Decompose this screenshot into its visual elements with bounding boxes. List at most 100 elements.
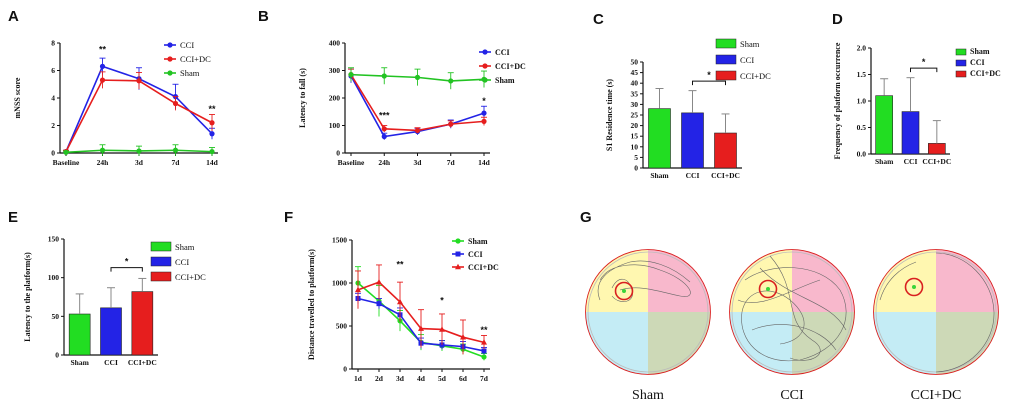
chart-f-significance: ** bbox=[480, 325, 488, 335]
chart-d-y-tick-label: 0.0 bbox=[857, 150, 867, 159]
chart-c-y-tick-label: 40 bbox=[631, 79, 639, 88]
chart-f-y-tick-label: 1500 bbox=[332, 236, 347, 245]
chart-b-series-sham-point bbox=[381, 73, 387, 79]
chart-c-y-tick-label: 15 bbox=[631, 132, 639, 141]
chart-b-legend-marker bbox=[482, 77, 488, 83]
maze-sham-platform bbox=[614, 281, 634, 301]
chart-c-y-tick-label: 5 bbox=[634, 153, 638, 162]
chart-a-series-sham-point bbox=[172, 147, 179, 153]
panel-label-a: A bbox=[8, 8, 19, 25]
chart-f-series-cci-dc-point bbox=[355, 286, 361, 293]
chart-f-legend-label: Sham bbox=[468, 237, 488, 246]
chart-b-significance: * bbox=[482, 96, 486, 106]
chart-d-bar-cci-dc bbox=[928, 143, 946, 155]
chart-a-y-axis-title: mNSS score bbox=[13, 77, 22, 118]
chart-a-significance: ** bbox=[208, 104, 216, 114]
chart-d-y-tick-label: 0.5 bbox=[857, 123, 867, 132]
chart-b-x-tick-label: Baseline bbox=[338, 158, 365, 167]
chart-d-significance: * bbox=[922, 57, 926, 67]
chart-d-legend-label: CCI+DC bbox=[970, 69, 1001, 78]
chart-c-legend-label: Sham bbox=[740, 39, 760, 49]
chart-d-y-axis-title: Frequency of platform occurrence bbox=[833, 42, 842, 159]
chart-c-significance: * bbox=[707, 70, 711, 80]
chart-f-series-sham-point bbox=[481, 354, 487, 360]
chart-b-series-cci-dc-point bbox=[414, 127, 421, 134]
maze-cci-platform bbox=[758, 279, 778, 299]
chart-f-y-tick-label: 1000 bbox=[332, 279, 347, 288]
chart-a-legend-label: Sham bbox=[180, 68, 200, 78]
chart-f-series-cci-dc-point bbox=[460, 333, 466, 340]
chart-f-x-tick-label: 1d bbox=[354, 374, 363, 383]
maze-sham-caption: Sham bbox=[632, 388, 664, 403]
chart-b-legend-marker bbox=[482, 63, 488, 69]
chart-f-distance: 0 500 1000 1500 Distance travelled to platfo… bbox=[307, 236, 499, 384]
chart-f-series-cci-dc-point bbox=[376, 278, 382, 285]
chart-b-legend-marker bbox=[482, 49, 488, 55]
chart-e-y-tick-label: 50 bbox=[52, 312, 60, 321]
chart-d-legend-swatch bbox=[955, 48, 967, 56]
chart-b-legend-label: CCI+DC bbox=[495, 62, 526, 71]
chart-b-series-cci-dc-point bbox=[381, 126, 387, 132]
chart-d-legend-swatch bbox=[955, 59, 967, 67]
panel-label-c: C bbox=[593, 11, 604, 28]
chart-e-bar-cci bbox=[100, 307, 122, 356]
chart-c-legend-label: CCI bbox=[740, 55, 754, 65]
chart-b-x-tick-label: 14d bbox=[478, 158, 491, 167]
chart-c-x-tick-label: CCI+DC bbox=[711, 171, 740, 180]
chart-b-series-sham-point bbox=[348, 72, 354, 78]
chart-a-series-cci-dc-point bbox=[172, 100, 179, 107]
chart-f-y-tick-label: 0 bbox=[343, 365, 347, 374]
chart-a-x-tick-label: 14d bbox=[206, 158, 219, 167]
chart-a-series-cci-dc-point bbox=[99, 77, 106, 83]
chart-f-y-axis-title: Distance travelled to platform(s) bbox=[307, 249, 316, 360]
chart-a-y-tick-label: 2 bbox=[51, 121, 55, 130]
chart-e-legend-label: Sham bbox=[175, 242, 195, 252]
chart-f-legend-marker bbox=[455, 263, 461, 270]
chart-e-significance-bracket bbox=[110, 267, 143, 272]
chart-e-y-tick-label: 100 bbox=[48, 273, 60, 282]
chart-f-legend-marker bbox=[455, 251, 461, 257]
chart-a-series-cci-dc-point bbox=[136, 78, 142, 84]
maze-sham: Sham bbox=[585, 249, 711, 403]
chart-c-legend-swatch bbox=[715, 54, 737, 65]
chart-c-y-axis-title: S1 Residence time (s) bbox=[605, 79, 614, 152]
chart-a-series-sham-point bbox=[63, 149, 69, 155]
chart-a-legend-marker bbox=[167, 70, 173, 76]
chart-f-x-tick-label: 3d bbox=[396, 374, 405, 383]
chart-e-y-tick-label: 0 bbox=[55, 351, 59, 360]
chart-e-legend-label: CCI bbox=[175, 257, 189, 267]
chart-a-legend-label: CCI bbox=[180, 40, 194, 50]
chart-f-x-tick-label: 4d bbox=[417, 374, 426, 383]
chart-f-legend-marker bbox=[455, 238, 461, 244]
chart-b-latency-fall: 0 100 200 300 400 Latency to fall (s) Baseline… bbox=[298, 39, 526, 168]
chart-b-y-axis-title: Latency to fall (s) bbox=[298, 68, 307, 128]
chart-b-x-tick-label: 3d bbox=[414, 158, 423, 167]
chart-e-significance: * bbox=[125, 257, 129, 267]
chart-c-y-tick-label: 45 bbox=[631, 68, 639, 77]
chart-f-legend-label: CCI bbox=[468, 250, 483, 259]
chart-b-y-tick-label: 300 bbox=[329, 66, 341, 75]
chart-a-mnss: 0 2 4 6 8 mNSS score Baseline 24h 3d 7d 14d CCI CCI+… bbox=[13, 39, 219, 168]
chart-c-y-tick-label: 50 bbox=[631, 58, 639, 67]
chart-a-y-tick-label: 4 bbox=[51, 94, 55, 103]
chart-e-x-tick-label: CCI+DC bbox=[128, 358, 157, 367]
chart-c-significance-bracket bbox=[692, 80, 726, 86]
chart-f-series-cci-point bbox=[481, 348, 487, 354]
chart-b-series-cci-point bbox=[381, 133, 387, 140]
chart-b-y-tick-label: 200 bbox=[329, 94, 341, 103]
panel-label-e: E bbox=[8, 209, 18, 226]
chart-d-legend-label: CCI bbox=[970, 58, 985, 67]
maze-cci-dc: CCI+DC bbox=[873, 249, 999, 403]
chart-b-y-tick-label: 400 bbox=[329, 39, 341, 48]
chart-c-y-tick-label: 25 bbox=[631, 111, 639, 120]
chart-e-x-tick-label: Sham bbox=[70, 358, 89, 367]
chart-c-y-tick-label: 20 bbox=[631, 121, 639, 130]
panel-label-b: B bbox=[258, 8, 269, 25]
chart-a-series-cci-point bbox=[209, 131, 215, 137]
chart-d-x-tick-label: Sham bbox=[875, 157, 894, 166]
chart-e-legend-label: CCI+DC bbox=[175, 272, 206, 282]
chart-a-series-cci-dc-line bbox=[65, 79, 213, 152]
chart-a-series-sham-point bbox=[136, 148, 142, 154]
